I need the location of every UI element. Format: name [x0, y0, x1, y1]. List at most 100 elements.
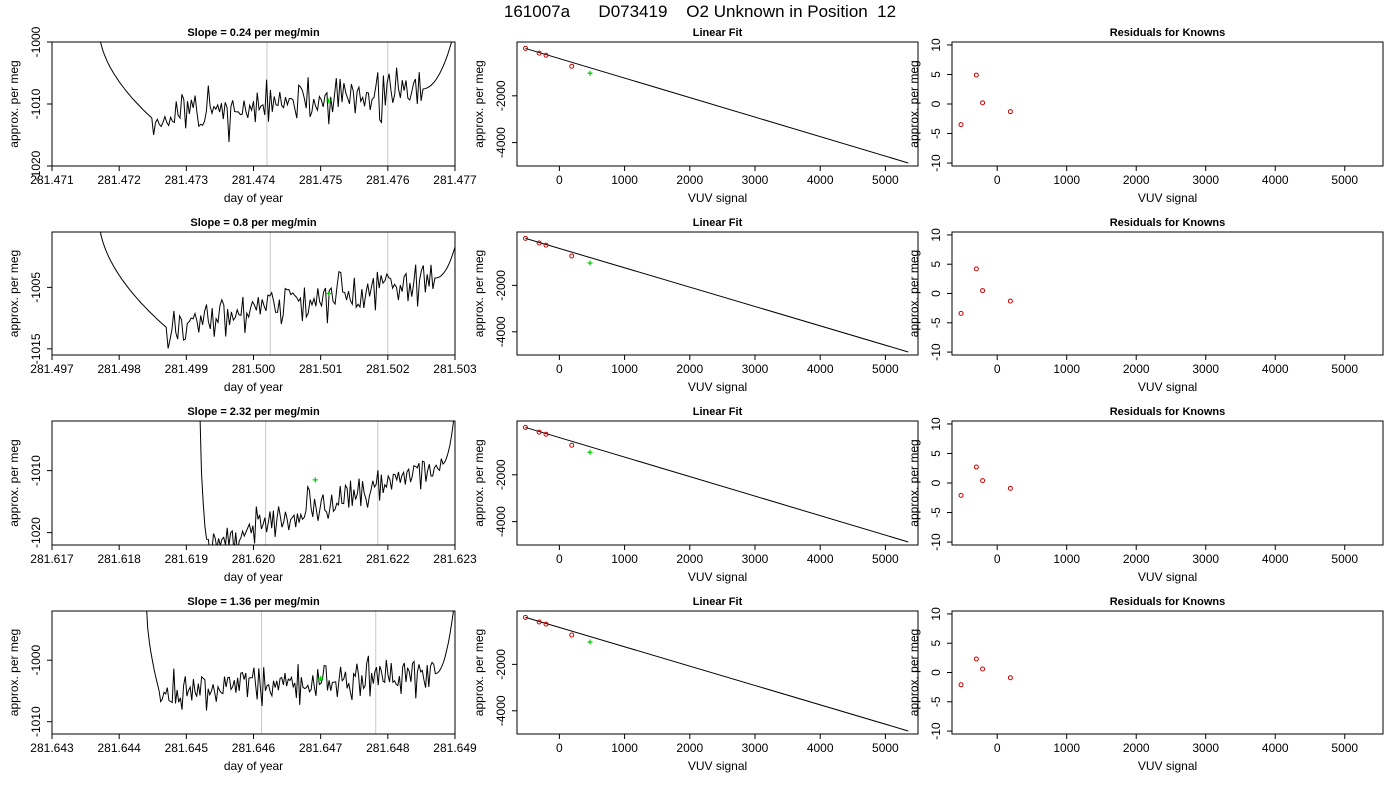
known-point: [543, 242, 549, 248]
x-tick-label: 281.646: [232, 741, 276, 755]
x-tick-label: 281.621: [299, 552, 343, 566]
linear-fit-panel-4: Linear Fit VUV signal approx. per meg 0 1000…: [472, 596, 919, 773]
plot-frame: [516, 420, 919, 546]
x-axis-label: VUV signal: [688, 570, 747, 584]
y-tick-label: -1000: [29, 26, 43, 57]
plot-frame: [51, 231, 456, 356]
residuals-panel-2: Residuals for Knowns VUV signal approx. pe…: [907, 217, 1384, 394]
panel-title: Residuals for Knowns: [1110, 27, 1226, 39]
x-axis-label: day of year: [224, 191, 283, 205]
x-tick-label: 0: [994, 362, 1001, 376]
x-tick-label: 0: [994, 741, 1001, 755]
y-tick-label: -10: [929, 154, 943, 172]
plot-frame: [51, 420, 456, 546]
y-tick-label: -5: [929, 507, 943, 518]
y-tick-label: -4000: [494, 506, 508, 537]
panel-title: Residuals for Knowns: [1110, 217, 1226, 229]
unknown-point-marker: [326, 98, 332, 104]
y-axis-label: approx. per meg: [472, 60, 486, 147]
x-tick-label: 4000: [807, 173, 834, 187]
y-axis-label: approx. per meg: [7, 439, 21, 526]
x-tick-label: 3000: [1192, 362, 1219, 376]
y-tick-label: -5: [929, 128, 943, 139]
panel-title: Slope = 2.32 per meg/min: [187, 406, 320, 418]
y-axis-label: approx. per meg: [472, 629, 486, 716]
plot-frame: [951, 610, 1384, 735]
y-tick-label: -1010: [29, 88, 43, 119]
x-tick-label: 1000: [611, 362, 638, 376]
x-tick-label: 5000: [872, 173, 899, 187]
panel-title: Linear Fit: [693, 406, 743, 418]
x-tick-label: 0: [994, 552, 1001, 566]
x-tick-label: 1000: [611, 741, 638, 755]
y-tick-label: -10: [929, 343, 943, 361]
x-tick-label: 281.620: [232, 552, 276, 566]
panel-title: Residuals for Knowns: [1110, 406, 1226, 418]
linear-fit-panel-1: Linear Fit VUV signal approx. per meg 0 1000…: [472, 27, 919, 205]
x-tick-label: 2000: [1123, 362, 1150, 376]
signal-trace: [146, 611, 454, 711]
y-tick-label: -1010: [29, 455, 43, 486]
y-tick-label: 10: [929, 607, 943, 621]
x-tick-label: 281.645: [165, 741, 209, 755]
x-tick-label: 3000: [1192, 552, 1219, 566]
x-tick-label: 281.471: [30, 173, 74, 187]
plot-frame: [951, 41, 1384, 167]
residual-point: [980, 478, 986, 484]
x-tick-label: 281.619: [165, 552, 209, 566]
panel-title: Linear Fit: [693, 217, 743, 229]
x-tick-label: 281.498: [97, 362, 141, 376]
residual-point: [958, 310, 964, 316]
known-point: [569, 442, 575, 448]
timeseries-panel-3: Slope = 2.32 per meg/min day of year appro…: [7, 406, 477, 584]
main-title: 161007a D073419 O2 Unknown in Position 1…: [503, 2, 897, 21]
x-tick-label: 281.497: [30, 362, 74, 376]
x-axis-label: VUV signal: [688, 380, 747, 394]
y-tick-label: 0: [929, 479, 943, 486]
y-axis-label: approx. per meg: [7, 629, 21, 716]
x-tick-label: 281.477: [433, 173, 477, 187]
y-tick-label: -5: [929, 696, 943, 707]
known-point: [536, 619, 542, 625]
timeseries-panel-2: Slope = 0.8 per meg/min day of year approx…: [7, 217, 477, 394]
x-tick-label: 3000: [742, 552, 769, 566]
x-tick-label: 5000: [1331, 362, 1358, 376]
panel-title: Linear Fit: [693, 596, 743, 608]
y-tick-label: 0: [929, 290, 943, 297]
unknown-point-marker: [312, 477, 318, 483]
y-tick-label: -2000: [494, 80, 508, 111]
known-point: [536, 50, 542, 56]
known-point: [569, 63, 575, 69]
residuals-panel-1: Residuals for Knowns VUV signal approx. pe…: [907, 27, 1384, 205]
x-tick-label: 281.473: [165, 173, 209, 187]
known-point: [536, 429, 542, 435]
unknown-point-marker: [326, 291, 332, 296]
x-tick-label: 281.618: [97, 552, 141, 566]
timeseries-panel-1: Slope = 0.24 per meg/min day of year appro…: [7, 26, 477, 205]
y-tick-label: 5: [929, 640, 943, 647]
x-axis-label: VUV signal: [688, 191, 747, 205]
y-tick-label: -10: [929, 533, 943, 551]
x-axis-label: day of year: [224, 570, 283, 584]
x-tick-label: 1000: [611, 173, 638, 187]
x-tick-label: 281.476: [366, 173, 410, 187]
x-tick-label: 5000: [1331, 552, 1358, 566]
x-tick-label: 3000: [742, 741, 769, 755]
unknown-point-marker: [587, 639, 593, 645]
x-tick-label: 281.503: [433, 362, 477, 376]
y-tick-label: -4000: [494, 127, 508, 158]
x-tick-label: 4000: [807, 362, 834, 376]
x-tick-label: 281.644: [97, 741, 141, 755]
residual-point: [958, 492, 964, 498]
known-point: [543, 52, 549, 58]
x-tick-label: 2000: [676, 362, 703, 376]
residual-point: [1007, 485, 1013, 491]
x-tick-label: 4000: [807, 552, 834, 566]
y-axis-label: approx. per meg: [907, 60, 921, 147]
x-tick-label: 281.499: [165, 362, 209, 376]
residual-point: [973, 266, 979, 272]
y-tick-label: 5: [929, 261, 943, 268]
y-axis-label: approx. per meg: [472, 439, 486, 526]
plot-frame: [951, 420, 1384, 546]
x-tick-label: 281.501: [299, 362, 343, 376]
